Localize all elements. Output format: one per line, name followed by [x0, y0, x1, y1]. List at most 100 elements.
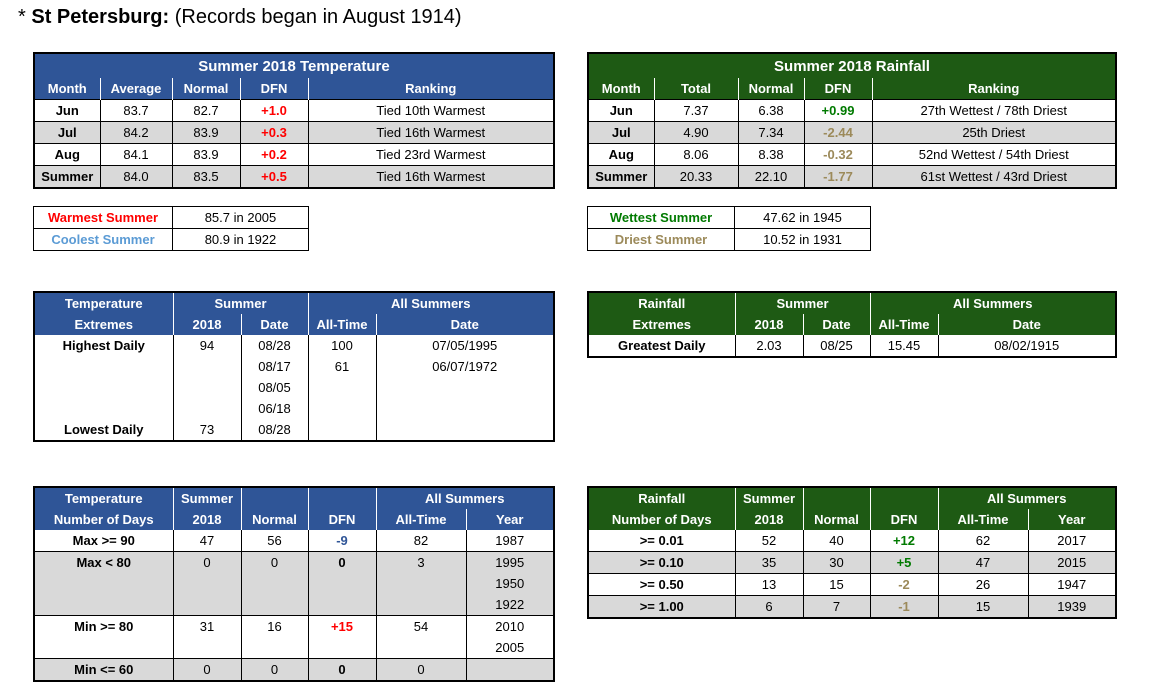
table-row: Jun 83.7 82.7 +1.0 Tied 10th Warmest: [33, 99, 555, 122]
row-label: Min >= 80: [33, 615, 174, 637]
header-summer: Summer: [734, 292, 870, 314]
value-year: 1922: [465, 594, 555, 616]
table-row: 06/18: [33, 398, 555, 419]
month-cell: Summer: [33, 165, 101, 189]
greatest-daily-date: 08/25: [802, 335, 871, 357]
value-normal: 7: [802, 595, 871, 618]
table-row: >= 1.00 6 7 -1 15 1939: [587, 595, 1117, 618]
col-header-dfn: DFN: [239, 78, 308, 100]
total-cell: 8.06: [653, 143, 739, 166]
value-year: 1947: [1027, 573, 1117, 596]
value-all-time: 26: [937, 573, 1029, 596]
ranking-cell: Tied 23rd Warmest: [307, 143, 555, 166]
header-all-time: All-Time: [869, 314, 938, 335]
dfn-cell: +0.99: [803, 99, 873, 122]
month-cell: Jul: [587, 121, 655, 144]
table-row: Lowest Daily 73 08/28: [33, 419, 555, 441]
value-year: 2005: [465, 637, 555, 659]
coolest-summer-value: 80.9 in 1922: [172, 228, 309, 251]
dfn-cell: -2.44: [803, 121, 873, 144]
ranking-cell: Tied 16th Warmest: [307, 121, 555, 144]
row-label: >= 1.00: [587, 595, 736, 618]
value-year: 1950: [465, 573, 555, 594]
value-2018: 47: [172, 530, 242, 552]
value-normal: 30: [802, 551, 871, 574]
temperature-table-caption: Summer 2018 Temperature: [198, 57, 390, 75]
value-normal: 0: [240, 658, 309, 681]
header-rainfall: Rainfall: [638, 491, 686, 506]
value-dfn: +5: [869, 551, 939, 574]
value-year: 1987: [465, 530, 555, 552]
value-normal: 0: [240, 551, 309, 573]
table-row: >= 0.10 35 30 +5 47 2015: [587, 551, 1117, 574]
month-cell: Summer: [587, 165, 655, 189]
table-row: Warmest Summer 85.7 in 2005: [33, 206, 309, 229]
value-dfn: -9: [307, 530, 377, 552]
month-cell: Aug: [33, 143, 101, 166]
value-dfn: +12: [869, 530, 939, 552]
table-row: Max >= 90 47 56 -9 82 1987: [33, 530, 555, 552]
table-row: 08/17 61 06/07/1972: [33, 356, 555, 377]
col-header-month: Month: [601, 81, 641, 96]
table-row: Summer 20.33 22.10 -1.77 61st Wettest / …: [587, 165, 1117, 189]
all-time-low: 61: [307, 356, 377, 377]
rainfall-extremes-table: Rainfall Summer All Summers Extremes 201…: [587, 291, 1117, 358]
value-dfn: 0: [307, 658, 377, 681]
dfn-cell: +0.3: [239, 121, 309, 144]
value-2018: 35: [734, 551, 804, 574]
value-all-time: 54: [375, 615, 467, 637]
normal-cell: 22.10: [737, 165, 805, 189]
highest-daily-date: 06/18: [240, 398, 309, 419]
row-label: Max >= 90: [33, 530, 174, 552]
total-cell: 20.33: [653, 165, 739, 189]
row-label: Min <= 60: [33, 658, 174, 681]
table-row: Summer 84.0 83.5 +0.5 Tied 16th Warmest: [33, 165, 555, 189]
table-row: 2005: [33, 637, 555, 659]
ranking-cell: 27th Wettest / 78th Driest: [871, 99, 1117, 122]
header-2018: 2018: [172, 509, 241, 530]
dfn-cell: -1.77: [803, 165, 873, 189]
header-number-of-days: Number of Days: [611, 512, 712, 527]
row-label: >= 0.10: [587, 551, 736, 574]
temperature-summary-table: Summer 2018 Temperature Month Average No…: [33, 52, 555, 189]
normal-cell: 7.34: [737, 121, 805, 144]
table-row: Min <= 60 0 0 0 0: [33, 658, 555, 681]
month-cell: Jul: [33, 121, 101, 144]
table-row: Jul 84.2 83.9 +0.3 Tied 16th Warmest: [33, 121, 555, 144]
header-all-summers: All Summers: [307, 292, 554, 314]
rainfall-summary-table: Summer 2018 Rainfall Month Total Normal …: [587, 52, 1117, 189]
coolest-summer-label: Coolest Summer: [33, 228, 173, 251]
normal-cell: 83.9: [171, 143, 241, 166]
table-row: Greatest Daily 2.03 08/25 15.45 08/02/19…: [587, 335, 1117, 357]
highest-daily-label: Highest Daily: [33, 335, 174, 356]
table-row: Min >= 80 31 16 +15 54 2010: [33, 615, 555, 637]
greatest-daily-value: 2.03: [734, 335, 804, 357]
value-normal: 40: [802, 530, 871, 552]
ranking-cell: Tied 10th Warmest: [307, 99, 555, 122]
ranking-cell: 52nd Wettest / 54th Driest: [871, 143, 1117, 166]
rainfall-table-caption: Summer 2018 Rainfall: [774, 57, 930, 75]
value-year: 2017: [1027, 530, 1117, 552]
table-row: Aug 8.06 8.38 -0.32 52nd Wettest / 54th …: [587, 143, 1117, 166]
table-row: >= 0.01 52 40 +12 62 2017: [587, 530, 1117, 552]
value-normal: 15: [802, 573, 871, 596]
rainfall-records-table: Wettest Summer 47.62 in 1945 Driest Summ…: [587, 206, 871, 251]
value-all-time: 15: [937, 595, 1029, 618]
col-header-normal: Normal: [171, 78, 240, 100]
table-row: >= 0.50 13 15 -2 26 1947: [587, 573, 1117, 596]
value-all-time: 62: [937, 530, 1029, 552]
table-row: Highest Daily 94 08/28 100 07/05/1995: [33, 335, 555, 356]
wettest-summer-label: Wettest Summer: [587, 206, 735, 229]
header-year: Year: [1027, 509, 1116, 530]
value-year: 2010: [465, 615, 555, 637]
value-all-time: 0: [375, 658, 467, 681]
header-normal: Normal: [802, 509, 870, 530]
value-2018: 13: [734, 573, 804, 596]
header-year: Year: [465, 509, 554, 530]
value-year: 1995: [465, 551, 555, 573]
value-year: 1939: [1027, 595, 1117, 618]
header-all-time: All-Time: [375, 509, 466, 530]
value-normal: 16: [240, 615, 309, 637]
table-row: Max < 80 0 0 0 3 1995: [33, 551, 555, 573]
table-row: 1922: [33, 594, 555, 616]
